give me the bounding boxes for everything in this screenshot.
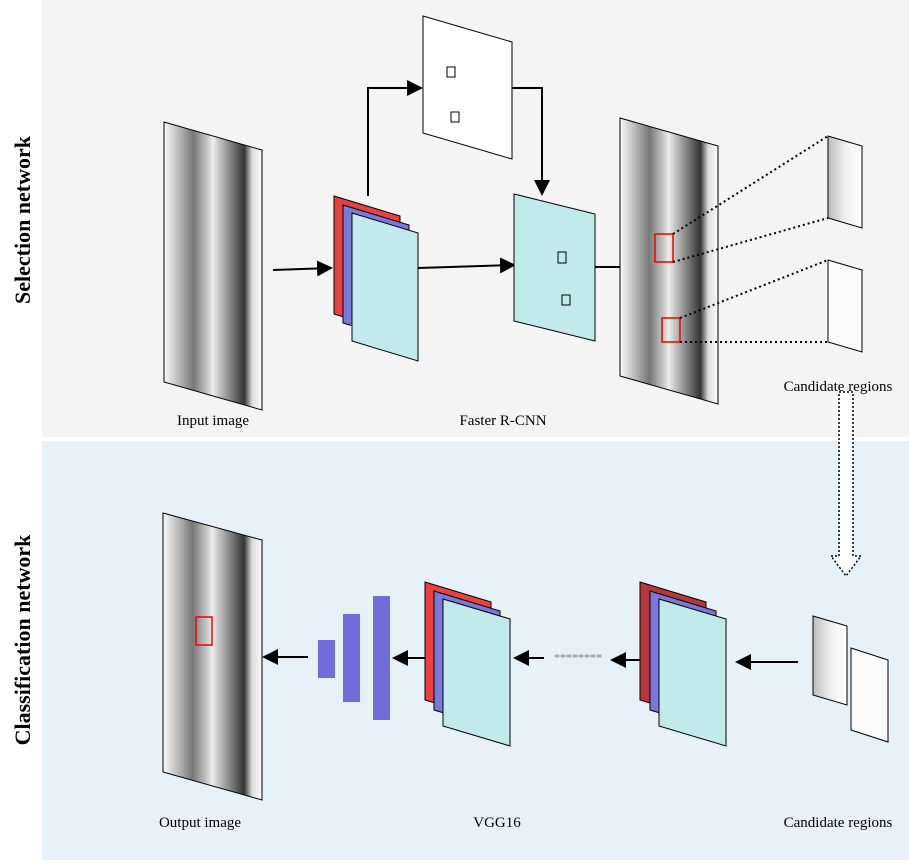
diagram: Selection network Classification network… — [0, 0, 909, 864]
candidate-patch — [851, 648, 888, 742]
section-label: Classification network — [10, 534, 35, 746]
node-label: Candidate regions — [784, 815, 893, 831]
candidate-patch — [813, 616, 847, 705]
node-label: Faster R-CNN — [459, 413, 546, 429]
node-label: Input image — [177, 413, 249, 429]
node-label: VGG16 — [473, 815, 521, 831]
detected-image — [620, 118, 718, 404]
input-image — [164, 122, 262, 410]
output-image — [163, 513, 262, 800]
node-label: Candidate regions — [784, 379, 893, 395]
roi-map — [514, 194, 595, 341]
candidate-patch — [828, 260, 862, 352]
section-label: Selection network — [10, 135, 35, 304]
node-label: Output image — [159, 815, 241, 831]
dense-layer — [373, 596, 390, 720]
dense-layer — [343, 614, 360, 702]
candidate-patch — [828, 136, 862, 228]
dense-layer — [318, 640, 335, 678]
